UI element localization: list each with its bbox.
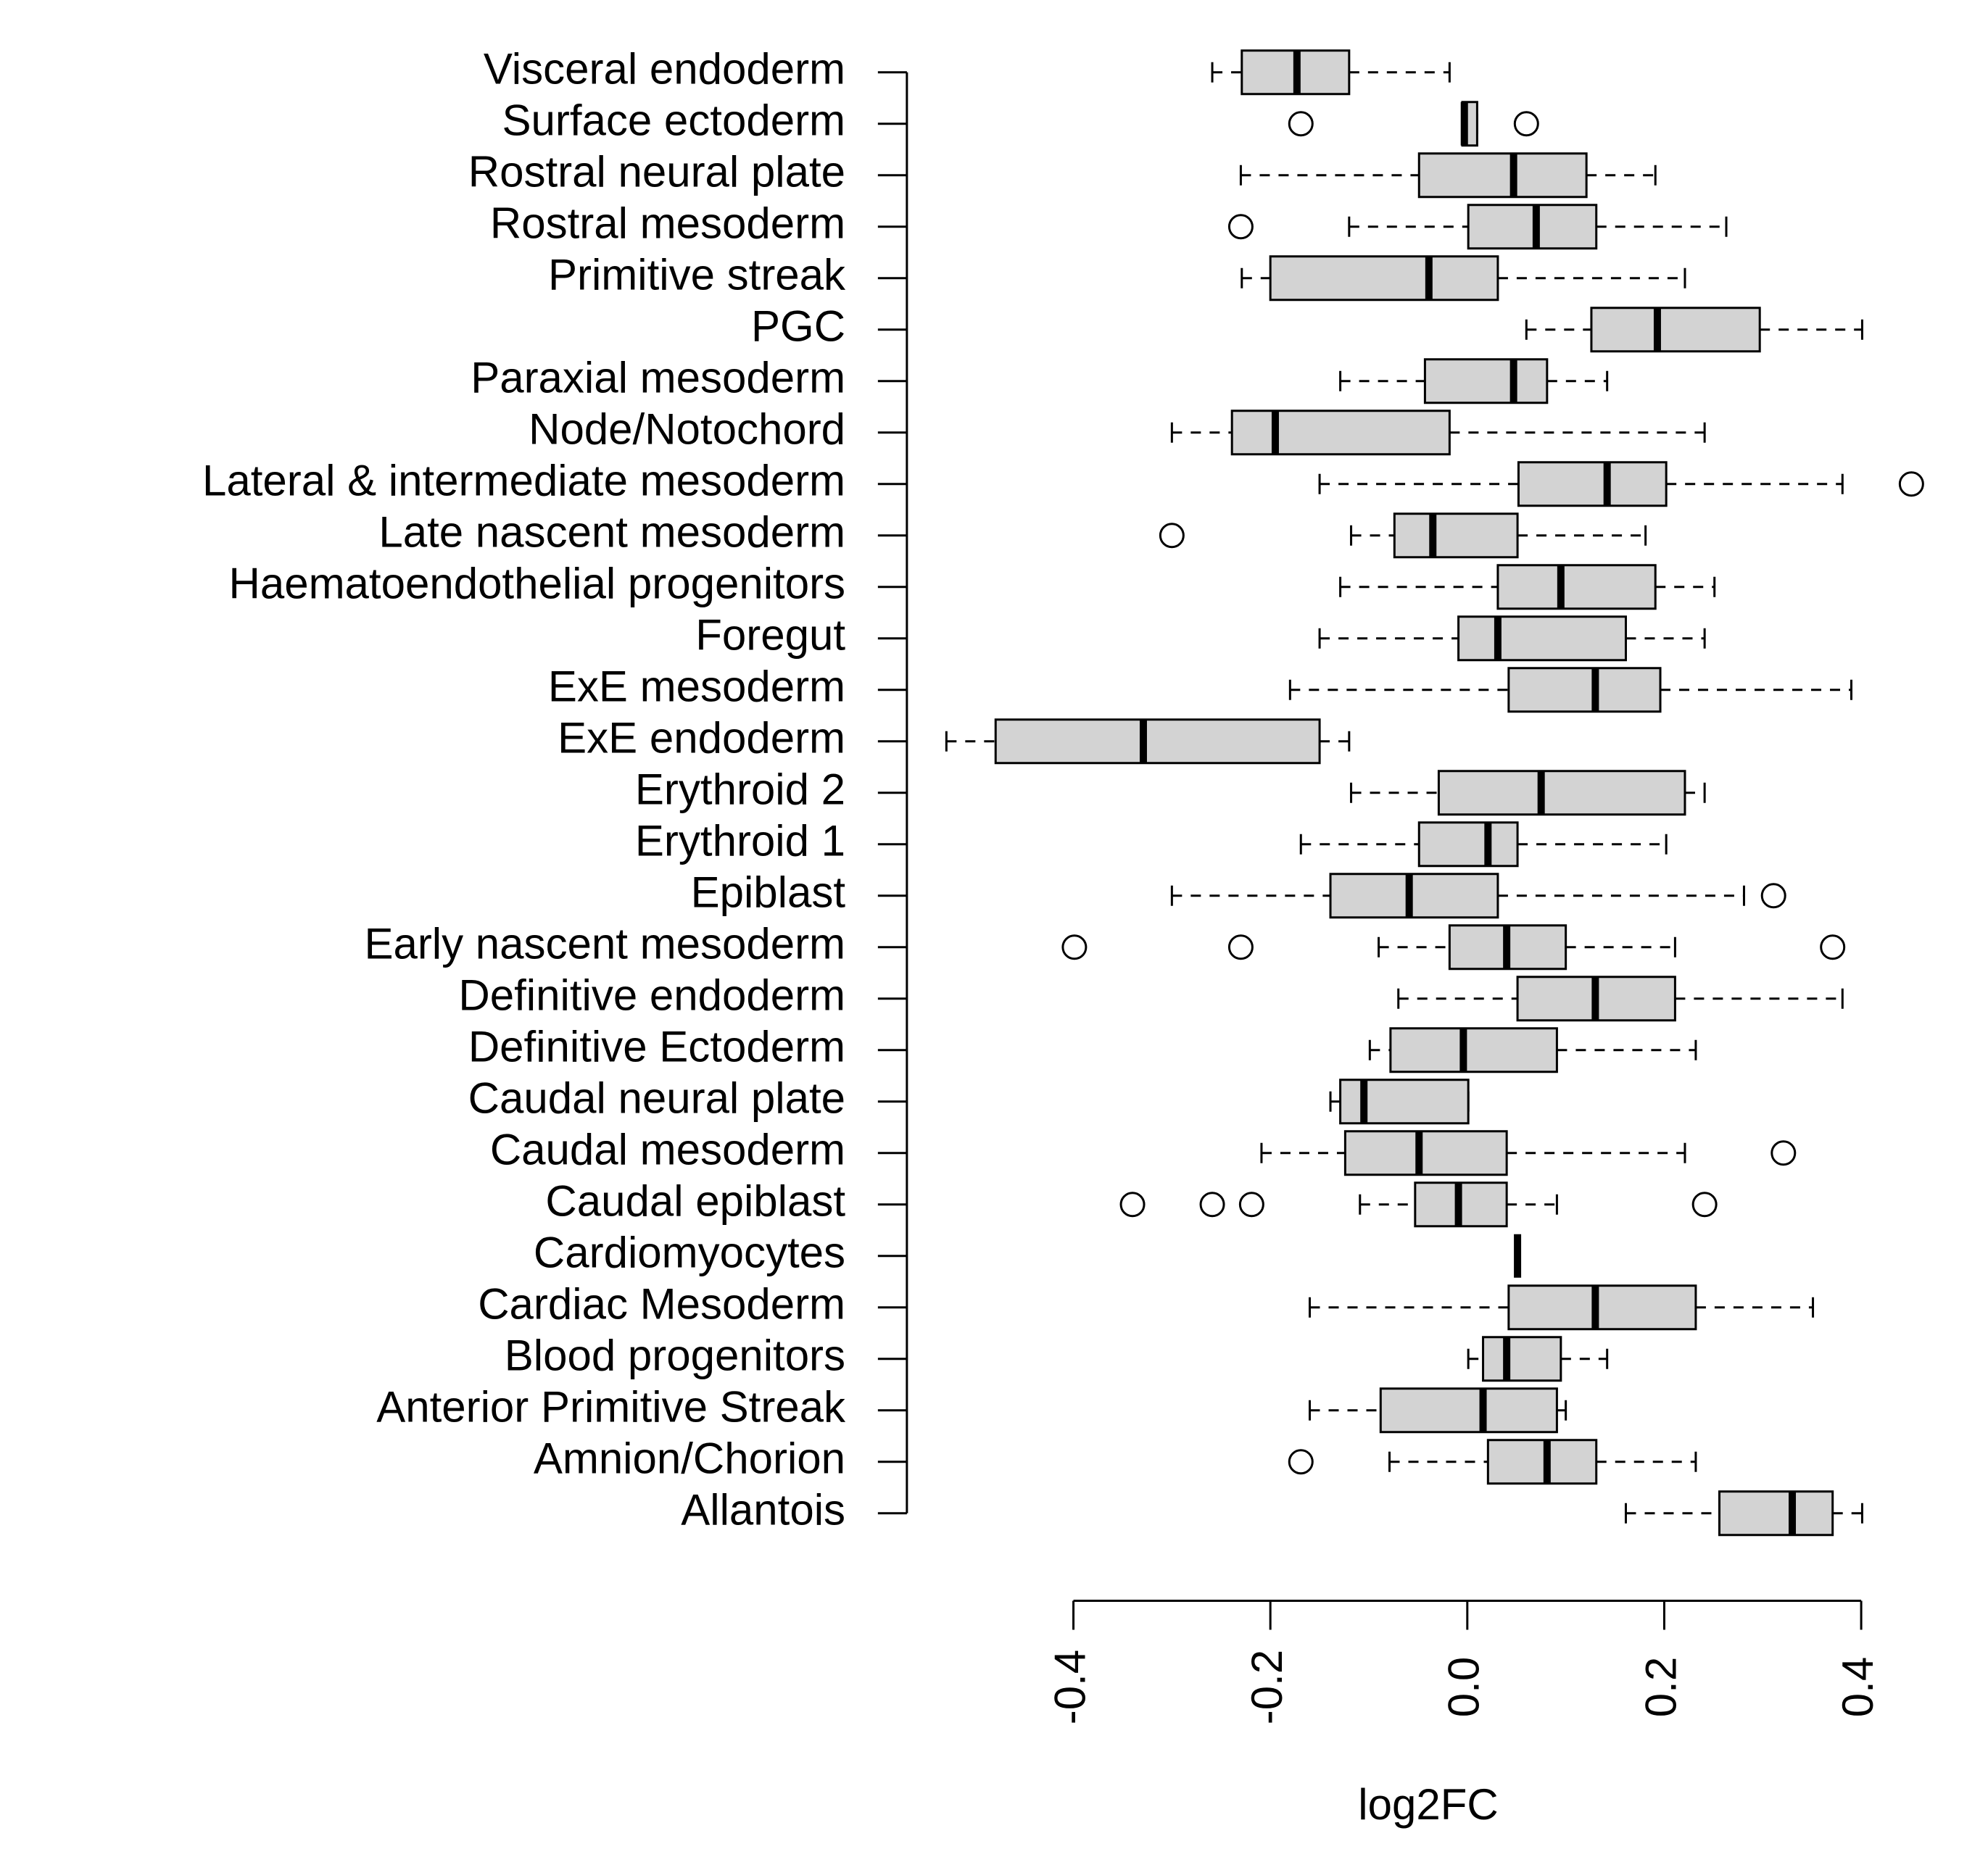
outlier <box>1288 111 1314 137</box>
y-tick-label: Rostral neural plate <box>468 148 845 196</box>
box <box>1496 564 1657 610</box>
box <box>1379 1387 1558 1434</box>
y-tick-label: Caudal mesoderm <box>490 1126 845 1174</box>
y-tick-label: PGC <box>751 302 845 351</box>
box <box>1389 1027 1558 1073</box>
y-tick-label: Cardiac Mesoderm <box>478 1280 845 1329</box>
box <box>1718 1490 1834 1537</box>
box <box>1482 1336 1562 1382</box>
outlier <box>1820 934 1846 960</box>
y-tick-label: Allantois <box>681 1486 845 1534</box>
box <box>1507 667 1662 713</box>
y-tick-label: Definitive Ectoderm <box>468 1023 845 1071</box>
outlier <box>1691 1192 1718 1218</box>
y-tick-label: Paraxial mesoderm <box>471 354 845 402</box>
box <box>1457 615 1627 662</box>
y-tick-label: Early nascent mesoderm <box>364 920 845 968</box>
outlier <box>1238 1192 1264 1218</box>
outlier <box>1199 1192 1225 1218</box>
outlier <box>1159 523 1185 549</box>
y-tick-label: Surface ectoderm <box>502 96 845 145</box>
outlier <box>1288 1449 1314 1475</box>
box <box>1417 152 1588 199</box>
box <box>1590 307 1761 353</box>
x-tick-label: 0.2 <box>1636 1657 1685 1717</box>
x-tick-label: -0.4 <box>1045 1650 1094 1724</box>
outlier <box>1227 934 1254 960</box>
box <box>1230 410 1451 456</box>
box <box>994 718 1321 765</box>
outlier <box>1227 214 1254 240</box>
y-tick-label: ExE endoderm <box>558 714 845 763</box>
box <box>1343 1130 1508 1176</box>
y-tick-label: Cardiomyocytes <box>534 1229 845 1277</box>
box <box>1423 358 1549 404</box>
x-tick-label: -0.2 <box>1243 1650 1291 1724</box>
y-tick-label: Caudal neural plate <box>468 1074 845 1123</box>
y-tick-label: Haematoendothelial progenitors <box>229 560 846 608</box>
box <box>1393 512 1519 559</box>
y-tick-label: Rostral mesoderm <box>490 199 845 248</box>
outlier <box>1760 883 1786 909</box>
y-tick-label: Epiblast <box>691 868 846 917</box>
outlier <box>1119 1192 1146 1218</box>
outlier <box>1898 471 1924 497</box>
box <box>1486 1439 1598 1485</box>
box <box>1507 1284 1697 1331</box>
box <box>1467 204 1598 250</box>
y-tick-label: Foregut <box>695 611 845 660</box>
y-tick-label: Anterior Primitive Streak <box>376 1383 846 1432</box>
box <box>1339 1079 1470 1125</box>
outlier <box>1770 1140 1797 1166</box>
y-tick-label: Late nascent mesoderm <box>378 508 845 557</box>
x-axis-label: log2FC <box>1358 1780 1498 1829</box>
x-tick-label: 0.0 <box>1440 1657 1488 1717</box>
y-tick-label: Node/Notochord <box>529 405 845 454</box>
y-tick-label: ExE mesoderm <box>548 662 845 711</box>
y-tick-label: Primitive streak <box>548 251 846 299</box>
y-tick-label: Erythroid 2 <box>635 765 845 814</box>
box <box>1329 873 1499 919</box>
box <box>1437 770 1686 816</box>
x-tick-label: 0.4 <box>1834 1657 1882 1717</box>
box <box>1517 461 1668 507</box>
box <box>1269 255 1499 302</box>
y-tick-label: Lateral & intermediate mesoderm <box>202 457 845 505</box>
outlier <box>1513 111 1539 137</box>
outlier <box>1061 934 1088 960</box>
y-tick-label: Amnion/Chorion <box>534 1434 845 1483</box>
y-tick-label: Caudal epiblast <box>545 1177 845 1226</box>
y-tick-label: Blood progenitors <box>505 1332 845 1380</box>
y-tick-label: Erythroid 1 <box>635 817 845 865</box>
y-tick-label: Definitive endoderm <box>458 971 845 1020</box>
box <box>1417 821 1519 868</box>
y-tick-label: Visceral endoderm <box>484 45 845 94</box>
